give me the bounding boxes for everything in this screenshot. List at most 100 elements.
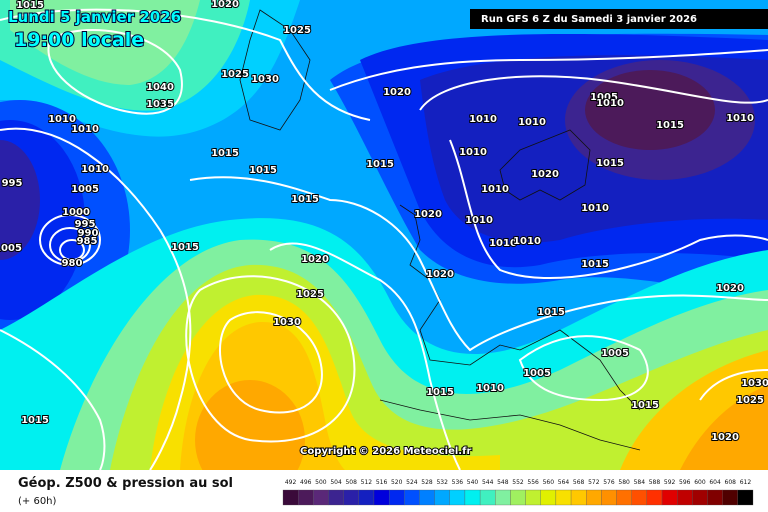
isobar-label: 1010 (465, 215, 493, 226)
isobar-label: 1030 (251, 74, 279, 85)
colorbar-swatch (646, 489, 663, 506)
colorbar-swatch (373, 489, 390, 506)
isobar-label: 1025 (221, 69, 249, 80)
isobar-label: 1010 (81, 164, 109, 175)
isobar-label: 1010 (481, 184, 509, 195)
colorbar-swatch (282, 489, 299, 506)
isobar-label: 1015 (537, 307, 565, 318)
isobar-label: 1025 (283, 25, 311, 36)
isobar-label: 1005 (601, 348, 629, 359)
colorbar-swatch (601, 489, 617, 506)
colorbar-label: 532 (436, 479, 448, 486)
colorbar-label: 548 (497, 479, 509, 486)
isobar-label: 1020 (301, 254, 329, 265)
colorbar-label: 536 (452, 479, 464, 486)
isobar (219, 311, 323, 414)
isobar-label: 1015 (656, 120, 684, 131)
colorbar-swatch (737, 489, 754, 506)
isobar-label: 995 (2, 178, 23, 189)
height-field (195, 380, 305, 470)
isobar-label: 1040 (146, 82, 174, 93)
isobar-label: 1015 (291, 194, 319, 205)
isobar-label: 1020 (716, 283, 744, 294)
colorbar-label: 564 (558, 479, 570, 486)
forecast-time: 19:00 locale (14, 29, 144, 51)
map-area (0, 0, 768, 470)
colorbar-swatch (631, 489, 648, 506)
isobar (47, 29, 183, 115)
colorbar-label: 580 (618, 479, 630, 486)
colorbar-swatch (707, 489, 723, 506)
legend-title: Géop. Z500 & pression au sol (18, 476, 233, 491)
isobar (189, 176, 768, 352)
run-info: Run GFS 6 Z du Samedi 3 janvier 2026 (481, 14, 697, 25)
height-field (680, 385, 768, 470)
isobar (699, 369, 768, 401)
isobar (185, 275, 356, 443)
isobar-label: 1005 (71, 184, 99, 195)
isobar-label: 995 (75, 219, 96, 230)
isobar-label: 1010 (71, 124, 99, 135)
colorbar-swatch (434, 489, 450, 506)
isobar-label: 1010 (469, 114, 497, 125)
colorbar: 492 496 500 504 508 512 516 520 524 528 532 536 540 5… (282, 479, 754, 506)
colorbar-label: 492 (285, 479, 297, 486)
colorbar-swatch (358, 489, 375, 506)
colorbar-label: 576 (603, 479, 615, 486)
isobar-label: 1015 (16, 0, 44, 11)
isobar-label: 1015 (366, 159, 394, 170)
colorbar-label: 588 (649, 479, 661, 486)
isobar-label: 1030 (273, 317, 301, 328)
colorbar-swatch (298, 489, 314, 506)
isobar-label: 1020 (531, 169, 559, 180)
colorbar-label: 560 (543, 479, 555, 486)
colorbar-label: 608 (725, 479, 737, 486)
colorbar-label: 552 (512, 479, 524, 486)
isobar-label: 1005 (523, 368, 551, 379)
colorbar-swatch (388, 489, 405, 506)
colorbar-label: 540 (467, 479, 479, 486)
isobar-label: 1020 (414, 209, 442, 220)
isobar-label: 1015 (211, 148, 239, 159)
colorbar-label: 544 (482, 479, 494, 486)
colorbar-label: 504 (330, 479, 342, 486)
colorbar-swatch (404, 489, 420, 506)
colorbar-label: 508 (345, 479, 357, 486)
isobar (39, 214, 102, 266)
isobar-label: 1010 (459, 147, 487, 158)
isobar-label: 1015 (249, 165, 277, 176)
colorbar-swatch (328, 489, 344, 506)
colorbar-label: 520 (391, 479, 403, 486)
forecast-date: Lundi 5 janvier 2026 (8, 8, 181, 26)
coastline (379, 399, 641, 451)
isobar-label: 990 (78, 228, 99, 239)
isobar-label: 1020 (711, 432, 739, 443)
colorbar-label: 512 (361, 479, 373, 486)
copyright: Copyright © 2026 Meteociel.fr (300, 446, 471, 457)
height-field (0, 140, 40, 260)
isobar-label: 1020 (211, 0, 239, 10)
colorbar-swatch (722, 489, 738, 506)
colorbar-swatch (495, 489, 511, 506)
height-field (585, 70, 715, 150)
run-box (470, 9, 768, 29)
colorbar-swatch (479, 489, 496, 506)
colorbar-swatch (525, 489, 541, 506)
isobar-label: 1025 (736, 395, 764, 406)
colorbar-label: 528 (421, 479, 433, 486)
colorbar-label: 516 (376, 479, 388, 486)
isobar (518, 335, 649, 402)
isobar-label: 985 (77, 236, 98, 247)
isobar-label: 1010 (726, 113, 754, 124)
isobar-label: 1015 (21, 415, 49, 426)
colorbar-swatch (677, 489, 693, 506)
colorbar-swatch (555, 489, 572, 506)
colorbar-swatch (586, 489, 602, 506)
colorbar-label: 572 (588, 479, 600, 486)
colorbar-label: 556 (527, 479, 539, 486)
colorbar-swatch (616, 489, 632, 506)
colorbar-label: 584 (634, 479, 646, 486)
isobar-label: 1000 (62, 207, 90, 218)
isobar (0, 127, 192, 470)
